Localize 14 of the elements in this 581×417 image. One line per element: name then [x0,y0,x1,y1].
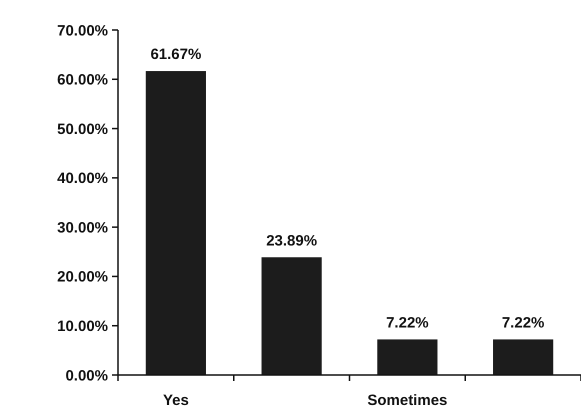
data-label: 7.22% [386,314,429,332]
y-tick-label: 50.00% [57,120,108,138]
y-tick-label: 30.00% [57,219,108,236]
y-tick-label: 10.00% [57,318,108,335]
y-tick-label: 60.00% [57,72,108,89]
x-tick-label: Sometimes [367,392,448,409]
y-tick-label: 40.00% [57,170,108,188]
data-label: 61.67% [150,46,202,64]
y-tick-label: 0.00% [65,367,108,384]
data-label: 7.22% [502,314,544,332]
y-tick-label: 70.00% [57,22,108,40]
y-tick-label: 20.00% [57,268,108,286]
data-label: 23.89% [266,232,318,250]
x-tick-label: Yes [162,392,189,409]
